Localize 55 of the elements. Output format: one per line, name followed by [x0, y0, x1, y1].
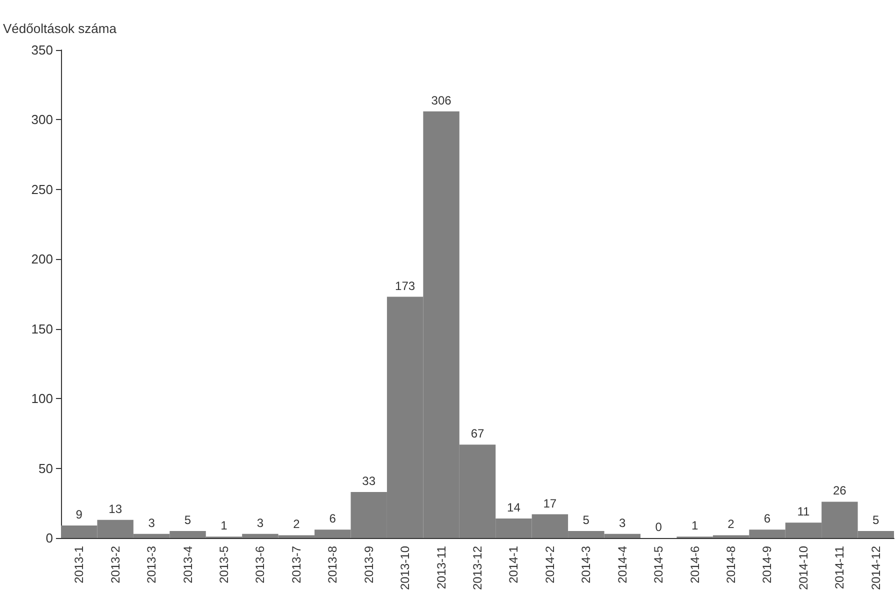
data-label: 33 — [362, 474, 376, 488]
data-label: 14 — [507, 500, 521, 514]
data-label: 67 — [470, 426, 484, 441]
data-label: 5 — [582, 513, 590, 528]
data-label: 13 — [108, 502, 122, 516]
x-tick-label: 2014-8 — [724, 546, 738, 584]
data-label: 1 — [220, 518, 228, 533]
data-label: 6 — [764, 512, 771, 526]
data-label: 2 — [728, 517, 735, 532]
data-label: 5 — [872, 513, 880, 528]
data-label: 2 — [293, 517, 300, 532]
x-tick-label: 2014-12 — [868, 546, 883, 590]
x-tick-label: 2014-11 — [832, 546, 847, 590]
x-tick-label: 2013-4 — [180, 546, 195, 584]
x-tick-label: 2013-5 — [216, 546, 231, 584]
y-tick-label: 250 — [31, 182, 53, 197]
data-label: 0 — [655, 520, 662, 534]
x-tick-label: 2014-4 — [615, 546, 630, 584]
y-tick-label: 0 — [46, 530, 53, 546]
y-axis-title: Védőoltások száma — [3, 21, 118, 36]
x-tick-label: 2013-7 — [289, 546, 304, 584]
y-tick-label: 100 — [31, 391, 53, 406]
y-tick-label: 50 — [38, 460, 53, 476]
data-label: 5 — [184, 513, 192, 528]
x-tick-label: 2013-8 — [326, 546, 340, 584]
x-tick-label: 2014-6 — [688, 546, 702, 584]
y-tick-label: 350 — [31, 42, 53, 58]
data-label: 3 — [148, 516, 156, 530]
data-label: 26 — [832, 484, 847, 498]
x-tick-label: 2013-6 — [253, 546, 268, 584]
data-label: 173 — [395, 278, 416, 293]
x-tick-label: 2013-9 — [362, 546, 376, 584]
x-tick-label: 2013-10 — [398, 546, 412, 590]
x-tick-label: 2014-5 — [652, 546, 666, 584]
data-label: 3 — [619, 516, 626, 530]
x-tick-label: 2013-2 — [108, 546, 122, 584]
x-tick-label: 2013-12 — [470, 546, 484, 590]
x-tick-label: 2013-3 — [144, 546, 159, 584]
data-label: 6 — [329, 512, 336, 526]
x-tick-label: 2013-1 — [72, 546, 86, 584]
data-label: 11 — [797, 504, 810, 519]
y-tick-label: 200 — [31, 252, 53, 267]
y-tick-label: 300 — [31, 112, 53, 128]
data-label: 306 — [431, 93, 452, 108]
x-tick-label: 2013-11 — [434, 546, 448, 590]
x-tick-label: 2014-2 — [542, 546, 557, 584]
data-label: 17 — [543, 496, 557, 510]
x-tick-label: 2014-10 — [796, 546, 810, 590]
data-label: 1 — [691, 518, 698, 533]
y-tick-label: 150 — [31, 321, 53, 336]
data-label: 9 — [76, 507, 83, 522]
x-tick-label: 2014-9 — [760, 546, 774, 584]
data-label: 3 — [256, 516, 264, 530]
x-tick-label: 2014-1 — [506, 546, 521, 584]
x-tick-label: 2014-3 — [579, 546, 594, 584]
